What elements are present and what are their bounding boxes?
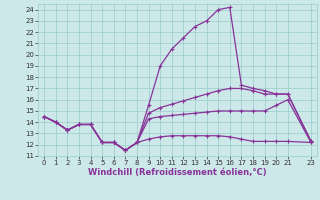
- X-axis label: Windchill (Refroidissement éolien,°C): Windchill (Refroidissement éolien,°C): [88, 168, 267, 177]
